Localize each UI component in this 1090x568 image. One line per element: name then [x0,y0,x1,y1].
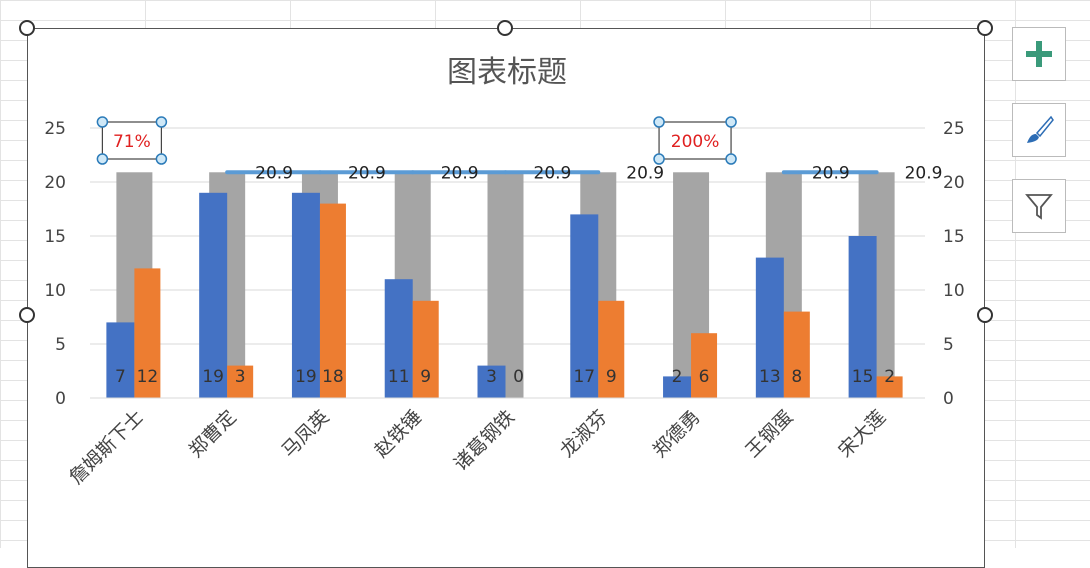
line-data-label: 20.9 [441,163,479,183]
data-label: 15 [852,367,874,387]
bar-orange [134,268,161,398]
category-label: 宋大莲 [834,406,890,462]
bar-blue [384,279,413,398]
annotation-handle [155,153,168,165]
bar-blue [199,192,228,398]
line-data-label: 20.9 [348,163,386,183]
chart-title: 图表标题 [447,55,567,90]
data-label: 18 [322,367,344,387]
annotation-handle [155,116,168,128]
bar-secondary [487,172,524,398]
filter-icon [1025,194,1053,220]
category-label: 赵铁锤 [370,406,426,462]
bar-blue [755,257,784,398]
resize-handle-left[interactable] [19,307,35,323]
y2-tick-label: 0 [943,389,954,409]
annotation-box [101,121,162,160]
category-label: 郑曹定 [185,406,241,462]
annotation-handle [653,153,665,165]
line-data-label: 20.9 [255,163,293,183]
line-data-label: 20.9 [812,163,850,183]
annotation-handle [725,153,737,165]
y2-tick-label: 25 [943,119,965,139]
category-label: 诸葛钢铁 [450,406,519,475]
annotation-handle [96,116,109,128]
data-label: 9 [606,367,617,387]
y-tick-label: 10 [44,281,66,301]
resize-handle-tl[interactable] [19,20,35,36]
bar-blue [477,365,506,398]
y2-tick-label: 15 [943,227,965,247]
y-tick-label: 5 [55,335,66,355]
bar-orange [319,203,346,398]
resize-handle-tr[interactable] [977,20,993,36]
y-tick-label: 15 [44,227,66,247]
line-data-label: 20.9 [626,163,664,183]
bar-blue [663,376,692,398]
data-label: 6 [699,367,710,387]
bar-orange [691,333,718,398]
data-label: 11 [388,367,410,387]
category-label: 詹姆斯下士 [65,406,148,489]
y-tick-label: 20 [44,173,66,193]
bar-blue [291,192,320,398]
annotation-text: 200% [671,132,720,152]
bar-blue [848,236,877,398]
y2-tick-label: 10 [943,281,965,301]
bar-orange [783,311,810,398]
data-label: 12 [137,367,159,387]
data-label: 8 [791,367,802,387]
y2-tick-label: 5 [943,335,954,355]
y2-tick-label: 20 [943,173,965,193]
annotation-text: 71% [113,132,151,152]
data-label: 7 [115,367,126,387]
annotation-handle [653,116,665,128]
data-label: 2 [884,367,895,387]
data-label: 19 [295,367,317,387]
category-label: 郑德勇 [649,406,705,462]
resize-handle-right[interactable] [977,307,993,323]
data-label: 3 [486,367,497,387]
y-tick-label: 25 [44,119,66,139]
data-label: 2 [672,367,683,387]
plus-icon [1026,41,1052,67]
y-tick-label: 0 [55,389,66,409]
data-label: 0 [513,367,524,387]
data-label: 9 [420,367,431,387]
bar-orange [227,365,254,398]
bar-blue [106,322,135,398]
data-label: 3 [235,367,246,387]
chart-elements-button[interactable] [1012,27,1066,81]
data-label: 17 [573,367,595,387]
annotation-box [658,121,732,160]
category-label: 龙淑芬 [556,406,612,462]
brush-icon [1027,115,1054,143]
bar-orange [598,300,625,398]
resize-handle-top[interactable] [497,20,513,36]
annotation-handle [725,116,737,128]
line-data-label: 20.9 [905,163,943,183]
bar-orange [412,300,439,398]
bar-blue [570,214,599,398]
category-label: 马凤英 [278,406,334,462]
chart-styles-button[interactable] [1012,103,1066,157]
category-label: 王钢蛋 [741,406,797,462]
chart-filters-button[interactable] [1012,179,1066,233]
line-data-label: 20.9 [534,163,572,183]
data-label: 13 [759,367,781,387]
bar-orange [876,376,903,398]
data-label: 19 [202,367,224,387]
annotation-handle [96,153,109,165]
